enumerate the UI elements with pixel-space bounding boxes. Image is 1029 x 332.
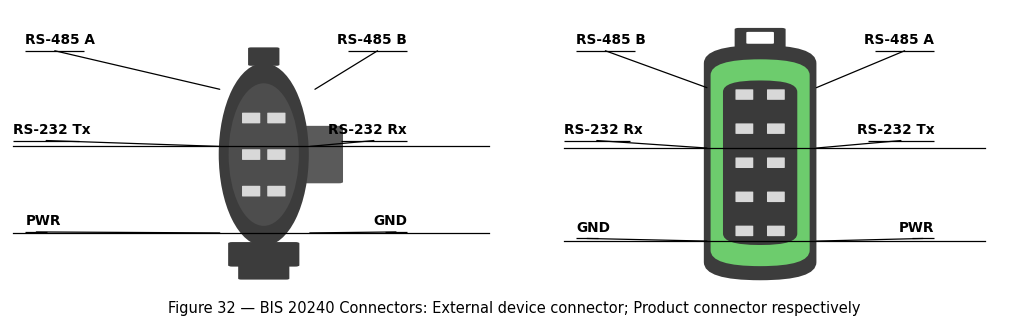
FancyBboxPatch shape — [268, 149, 285, 160]
Text: RS-485 A: RS-485 A — [864, 33, 934, 47]
Text: PWR: PWR — [26, 214, 61, 228]
FancyBboxPatch shape — [735, 28, 785, 48]
FancyBboxPatch shape — [242, 186, 260, 197]
FancyBboxPatch shape — [723, 80, 797, 245]
FancyBboxPatch shape — [746, 32, 774, 44]
Text: RS-485 B: RS-485 B — [576, 33, 646, 47]
Text: RS-485 A: RS-485 A — [26, 33, 95, 47]
FancyBboxPatch shape — [268, 186, 285, 197]
FancyBboxPatch shape — [238, 263, 289, 280]
FancyBboxPatch shape — [767, 192, 785, 202]
Text: RS-485 B: RS-485 B — [338, 33, 407, 47]
Text: RS-232 Rx: RS-232 Rx — [564, 123, 642, 137]
FancyBboxPatch shape — [767, 89, 785, 100]
FancyBboxPatch shape — [242, 113, 260, 124]
Text: GND: GND — [374, 214, 407, 228]
Ellipse shape — [219, 63, 309, 246]
Text: Figure 32 — BIS 20240 Connectors: External device connector; Product connector r: Figure 32 — BIS 20240 Connectors: Extern… — [169, 301, 860, 316]
FancyBboxPatch shape — [300, 126, 343, 183]
Text: RS-232 Rx: RS-232 Rx — [328, 123, 407, 137]
FancyBboxPatch shape — [767, 226, 785, 236]
FancyBboxPatch shape — [736, 89, 753, 100]
FancyBboxPatch shape — [704, 45, 816, 280]
FancyBboxPatch shape — [228, 242, 299, 267]
Text: RS-232 Tx: RS-232 Tx — [13, 123, 91, 137]
FancyBboxPatch shape — [242, 149, 260, 160]
FancyBboxPatch shape — [736, 124, 753, 134]
FancyBboxPatch shape — [767, 157, 785, 168]
Text: RS-232 Tx: RS-232 Tx — [856, 123, 934, 137]
FancyBboxPatch shape — [711, 59, 810, 266]
FancyBboxPatch shape — [736, 157, 753, 168]
FancyBboxPatch shape — [268, 113, 285, 124]
FancyBboxPatch shape — [767, 124, 785, 134]
FancyBboxPatch shape — [248, 47, 280, 66]
Text: PWR: PWR — [898, 220, 934, 234]
FancyBboxPatch shape — [736, 192, 753, 202]
Text: GND: GND — [576, 220, 610, 234]
FancyBboxPatch shape — [736, 226, 753, 236]
Ellipse shape — [228, 83, 298, 226]
